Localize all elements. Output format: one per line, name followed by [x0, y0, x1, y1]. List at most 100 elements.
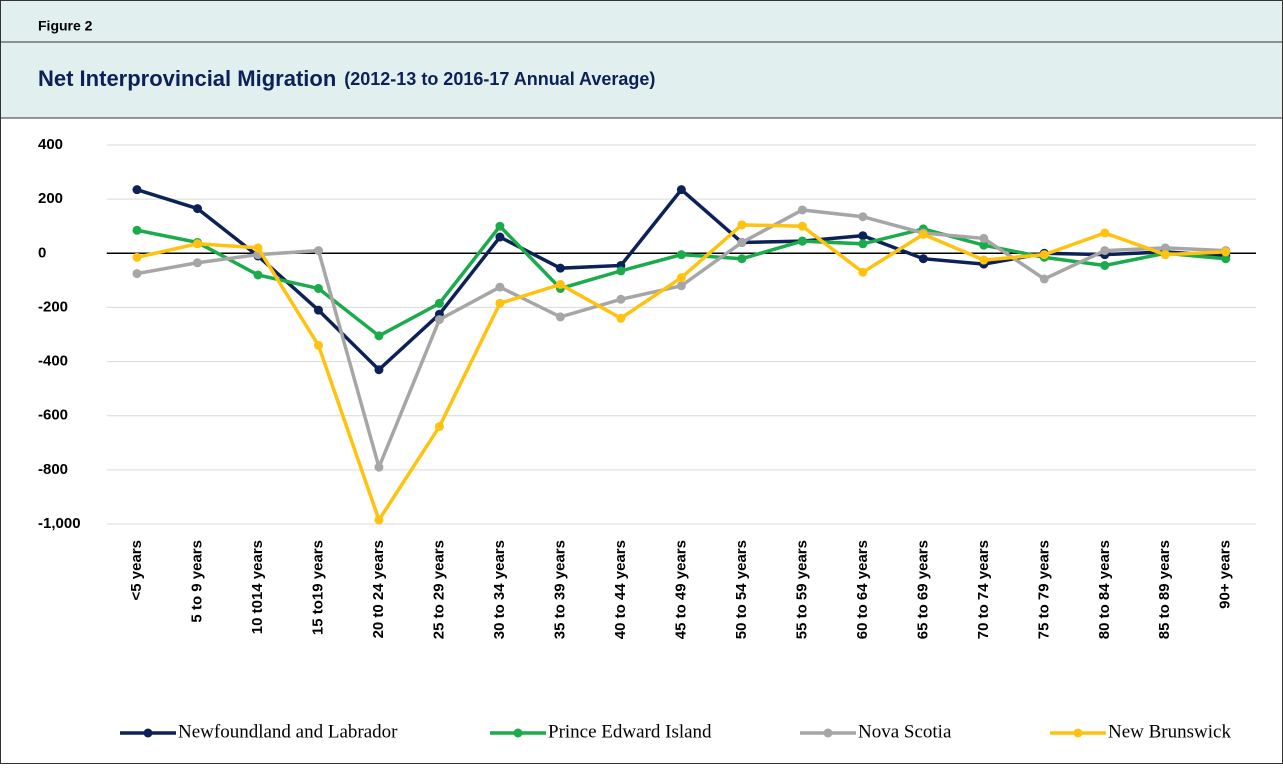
point	[737, 237, 747, 247]
x-tick-label: 60 to 64 years	[854, 540, 871, 639]
point	[313, 305, 323, 315]
y-tick-label: 0	[38, 244, 46, 261]
point	[858, 212, 868, 222]
point	[1039, 250, 1049, 260]
legend-dot	[1073, 728, 1083, 738]
x-tick-label: 75 to 79 years	[1035, 540, 1052, 639]
point	[434, 298, 444, 308]
point	[1100, 228, 1110, 238]
y-tick-label: -400	[38, 353, 68, 370]
point	[132, 269, 142, 279]
subtitle: (2012-13 to 2016-17 Annual Average)	[344, 69, 655, 89]
x-tick-label: 90+ years	[1217, 540, 1234, 609]
x-tick-label: 30 to 34 years	[491, 540, 508, 639]
point	[918, 229, 928, 239]
x-tick-label: 40 to 44 years	[612, 540, 629, 639]
point	[434, 422, 444, 432]
point	[797, 236, 807, 246]
point	[495, 232, 505, 242]
y-tick-label: -800	[38, 461, 68, 478]
point	[495, 221, 505, 231]
point	[192, 204, 202, 214]
point	[132, 225, 142, 235]
point	[374, 462, 384, 472]
point	[374, 365, 384, 375]
x-tick-label: 45 to 49 years	[672, 540, 689, 639]
point	[1100, 246, 1110, 256]
point	[132, 252, 142, 262]
point	[918, 254, 928, 264]
legend-label: Prince Edward Island	[548, 721, 712, 742]
point	[374, 331, 384, 341]
x-tick-label: 20 t0 24 years	[370, 540, 387, 638]
point	[797, 205, 807, 215]
point	[616, 313, 626, 323]
point	[253, 243, 263, 253]
point	[858, 267, 868, 277]
point	[1039, 274, 1049, 284]
point	[676, 273, 686, 283]
point	[495, 298, 505, 308]
point	[374, 515, 384, 525]
point	[979, 240, 989, 250]
point	[616, 266, 626, 276]
legend-dot	[143, 728, 153, 738]
point	[979, 255, 989, 265]
point	[616, 294, 626, 304]
figure-label: Figure 2	[38, 18, 93, 34]
x-tick-label: 85 to 89 years	[1156, 540, 1173, 639]
x-tick-label: 10 t014 years	[249, 540, 266, 634]
point	[313, 283, 323, 293]
y-tick-label: -1,000	[38, 515, 81, 532]
x-tick-label: 80 to 84 years	[1096, 540, 1113, 639]
point	[1100, 260, 1110, 270]
point	[192, 239, 202, 249]
point	[797, 221, 807, 231]
chart-title: Net Interprovincial Migration (2012-13 to…	[38, 66, 655, 91]
y-tick-label: 200	[38, 190, 63, 207]
point	[858, 239, 868, 249]
point	[1221, 254, 1231, 264]
legend-label: Nova Scotia	[858, 721, 952, 742]
y-tick-label: -600	[38, 407, 68, 424]
point	[555, 312, 565, 322]
legend-dot	[513, 728, 523, 738]
x-tick-label: 15 to19 years	[309, 540, 326, 635]
point	[858, 231, 868, 241]
point	[737, 220, 747, 230]
x-tick-label: 70 to 74 years	[975, 540, 992, 639]
x-tick-label: 50 to 54 years	[733, 540, 750, 639]
point	[676, 281, 686, 291]
point	[313, 340, 323, 350]
x-tick-label: <5 years	[128, 540, 145, 600]
legend-label: New Brunswick	[1108, 721, 1231, 742]
point	[253, 270, 263, 280]
point	[434, 315, 444, 325]
point	[737, 254, 747, 264]
header-band	[1, 1, 1282, 118]
point	[555, 263, 565, 273]
y-tick-label: 400	[38, 136, 63, 153]
x-tick-label: 65 to 69 years	[914, 540, 931, 639]
x-tick-label: 55 to 59 years	[793, 540, 810, 639]
point	[1221, 247, 1231, 257]
legend-dot	[823, 728, 833, 738]
point	[555, 279, 565, 289]
x-tick-label: 25 to 29 years	[430, 540, 447, 639]
point	[1160, 250, 1170, 260]
legend-label: Newfoundland and Labrador	[178, 721, 398, 742]
point	[979, 233, 989, 243]
point	[1160, 243, 1170, 253]
point	[192, 258, 202, 268]
point	[676, 250, 686, 260]
point	[313, 246, 323, 256]
point	[132, 185, 142, 195]
y-tick-label: -200	[38, 298, 68, 315]
x-tick-label: 35 to 39 years	[551, 540, 568, 639]
point	[495, 282, 505, 292]
x-tick-label: 5 to 9 years	[188, 540, 205, 623]
point	[676, 185, 686, 195]
title: Net Interprovincial Migration	[38, 66, 336, 91]
